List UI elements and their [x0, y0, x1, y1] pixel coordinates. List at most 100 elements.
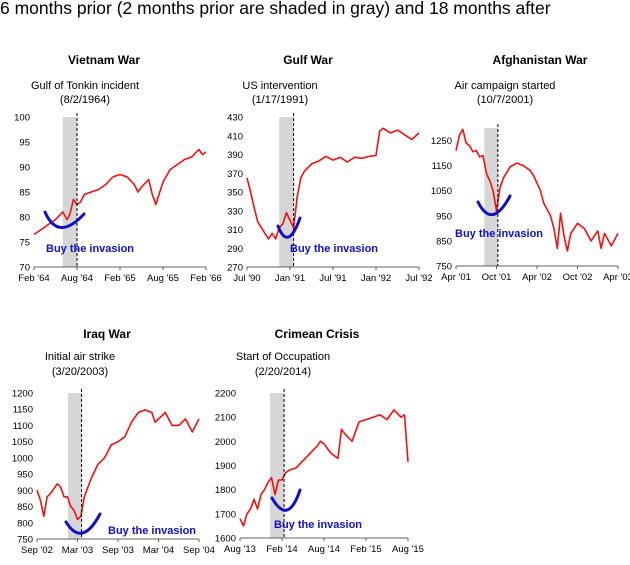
shaded-period — [279, 117, 294, 267]
y-tick-label: 2200 — [215, 389, 236, 400]
x-tick-label: Aug '14 — [308, 544, 340, 555]
x-tick-label: Jul '92 — [405, 273, 432, 284]
shaded-period — [270, 393, 285, 538]
y-tick-label: 80 — [19, 213, 30, 224]
y-tick-label: 2000 — [215, 437, 236, 448]
event-annotation: (3/20/2003) — [52, 366, 108, 378]
x-tick-label: Aug '65 — [147, 273, 179, 284]
y-tick-label: 1150 — [13, 405, 33, 416]
chart-title: Afghanistan War — [493, 53, 588, 67]
y-tick-label: 850 — [17, 502, 33, 513]
x-tick-label: Mar '04 — [143, 545, 174, 556]
series-line — [36, 409, 200, 521]
buy-swoosh — [64, 512, 102, 535]
event-annotation: US intervention — [242, 80, 317, 92]
y-tick-label: 1050 — [12, 437, 33, 448]
y-tick-label: 950 — [436, 211, 452, 222]
chart-title: Vietnam War — [68, 53, 140, 67]
chart-title: Iraq War — [83, 327, 131, 341]
y-tick-label: 90 — [19, 163, 30, 174]
y-tick-label: 370 — [227, 169, 243, 180]
chart-4: Crimean Crisis Start of Occupation (2/20/2… — [215, 327, 424, 555]
y-tick-label: 85 — [19, 188, 30, 199]
y-tick-label: 75 — [19, 238, 30, 249]
series-line — [455, 128, 619, 252]
x-tick-label: Aug '15 — [392, 544, 424, 555]
event-annotation: Initial air strike — [45, 351, 115, 363]
series-line — [246, 127, 420, 240]
series-line — [239, 409, 409, 527]
y-tick-label: 1100 — [13, 421, 33, 432]
y-tick-label: 900 — [17, 486, 33, 497]
y-tick-label: 70 — [19, 263, 30, 274]
x-tick-label: Aug '64 — [61, 273, 93, 284]
chart-3: Iraq War Initial air strike (3/20/2003) 750… — [12, 327, 215, 556]
x-tick-label: Feb '15 — [350, 544, 381, 555]
y-tick-label: 430 — [227, 113, 243, 124]
chart-2: Afghanistan War Air campaign started (10/7… — [431, 53, 630, 283]
y-tick-label: 1700 — [215, 509, 236, 520]
x-tick-label: Mar '03 — [62, 545, 93, 556]
y-tick-label: 410 — [227, 131, 243, 142]
x-tick-label: Sep '02 — [21, 545, 53, 556]
event-annotation: (2/20/2014) — [255, 366, 311, 378]
x-tick-label: Jul '90 — [233, 273, 260, 284]
chart-title: Crimean Crisis — [275, 327, 360, 341]
buy-label: Buy the invasion — [455, 228, 543, 240]
y-tick-label: 850 — [436, 236, 452, 247]
chart-0: Vietnam War Gulf of Tonkin incident (8/2/1… — [14, 53, 222, 284]
event-annotation: Gulf of Tonkin incident — [31, 80, 139, 92]
y-tick-label: 310 — [227, 225, 243, 236]
y-tick-label: 1050 — [431, 186, 452, 197]
chart-1: Gulf War US intervention (1/17/1991) 270 290… — [227, 53, 432, 284]
event-annotation: Air campaign started — [455, 80, 556, 92]
buy-label: Buy the invasion — [108, 525, 196, 537]
x-tick-label: Feb '66 — [190, 273, 221, 284]
x-tick-label: Jan '91 — [275, 273, 305, 284]
buy-label: Buy the invasion — [290, 243, 378, 255]
x-tick-label: Feb '65 — [104, 273, 135, 284]
y-tick-label: 800 — [17, 518, 33, 529]
y-tick-label: 1250 — [431, 136, 452, 147]
y-tick-label: 750 — [17, 535, 33, 546]
y-tick-label: 1800 — [215, 485, 236, 496]
event-annotation: (1/17/1991) — [252, 94, 308, 106]
y-tick-label: 950 — [17, 470, 33, 481]
buy-swoosh — [43, 210, 86, 229]
buy-swoosh — [476, 194, 512, 216]
y-tick-label: 330 — [227, 206, 243, 217]
x-tick-label: Feb '14 — [266, 544, 297, 555]
y-tick-label: 1150 — [432, 161, 452, 172]
x-tick-label: Feb '64 — [18, 273, 49, 284]
y-tick-label: 100 — [14, 113, 30, 124]
y-tick-label: 290 — [227, 244, 243, 255]
x-tick-label: Jul '91 — [319, 273, 346, 284]
x-tick-label: Aug '13 — [224, 544, 256, 555]
y-tick-label: 95 — [19, 138, 30, 149]
series-line — [33, 148, 207, 236]
y-tick-label: 750 — [436, 262, 452, 273]
event-annotation: Start of Occupation — [236, 351, 330, 363]
y-tick-label: 1000 — [12, 453, 33, 464]
y-tick-label: 1900 — [215, 461, 236, 472]
y-tick-label: 350 — [227, 188, 243, 199]
x-tick-label: Jan '92 — [361, 273, 391, 284]
buy-label: Buy the invasion — [46, 243, 134, 255]
x-tick-label: Apr '01 — [441, 272, 471, 283]
x-tick-label: Sep '04 — [183, 545, 215, 556]
x-tick-label: Oct '01 — [482, 272, 512, 283]
y-tick-label: 2100 — [215, 413, 236, 424]
x-tick-label: Apr '02 — [522, 272, 552, 283]
y-tick-label: 1600 — [215, 534, 236, 545]
buy-swoosh — [276, 216, 302, 239]
shaded-period — [62, 117, 77, 267]
y-tick-label: 270 — [227, 263, 243, 274]
shaded-period — [68, 393, 82, 539]
page-title: 6 months prior (2 months prior are shade… — [0, 0, 551, 18]
y-tick-label: 390 — [227, 150, 243, 161]
x-tick-label: Apr '03 — [603, 272, 630, 283]
buy-label: Buy the invasion — [274, 519, 362, 531]
shaded-period — [484, 128, 498, 266]
y-tick-label: 1200 — [12, 389, 33, 400]
